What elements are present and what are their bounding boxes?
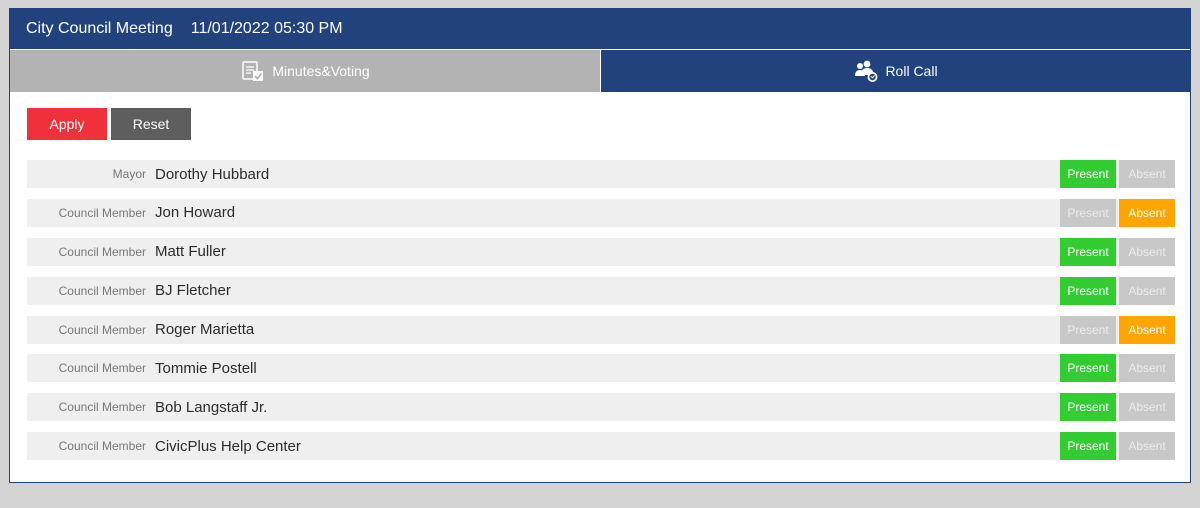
member-name: Bob Langstaff Jr. bbox=[155, 398, 268, 416]
tab-roll-label: Roll Call bbox=[885, 63, 938, 79]
member-row: Council Member Bob Langstaff Jr. Present… bbox=[27, 393, 1175, 422]
present-button[interactable]: Present bbox=[1060, 160, 1116, 188]
meeting-title: City Council Meeting bbox=[26, 20, 173, 37]
member-role: Council Member bbox=[58, 361, 146, 376]
absent-button[interactable]: Absent bbox=[1119, 315, 1175, 344]
tab-minutes-voting[interactable]: Minutes&Voting bbox=[10, 50, 601, 92]
attendance-toggle: Present Absent bbox=[1060, 198, 1175, 227]
member-role: Council Member bbox=[58, 283, 146, 298]
member-role: Council Member bbox=[58, 400, 146, 415]
member-name: Dorothy Hubbard bbox=[155, 165, 270, 183]
attendance-toggle: Present Absent bbox=[1060, 315, 1175, 344]
roll-call-list: Mayor Dorothy Hubbard Present Absent Cou… bbox=[27, 160, 1175, 471]
meeting-panel: City Council Meeting 11/01/2022 05:30 PM… bbox=[9, 8, 1191, 483]
member-name: Tommie Postell bbox=[155, 359, 257, 377]
present-button[interactable]: Present bbox=[1060, 393, 1116, 422]
member-row: Council Member Roger Marietta Present Ab… bbox=[27, 315, 1175, 344]
present-button[interactable]: Present bbox=[1060, 354, 1116, 383]
present-button[interactable]: Present bbox=[1060, 237, 1116, 266]
apply-button[interactable]: Apply bbox=[27, 108, 107, 140]
title-bar: City Council Meeting 11/01/2022 05:30 PM bbox=[10, 9, 1190, 49]
attendance-toggle: Present Absent bbox=[1060, 432, 1175, 461]
member-role: Council Member bbox=[58, 244, 146, 259]
attendance-toggle: Present Absent bbox=[1060, 393, 1175, 422]
member-row: Council Member Jon Howard Present Absent bbox=[27, 198, 1175, 227]
tab-bar: Minutes&Voting Roll Call bbox=[10, 49, 1190, 92]
people-icon bbox=[853, 59, 879, 83]
member-role: Council Member bbox=[58, 439, 146, 454]
member-name: Matt Fuller bbox=[155, 243, 226, 261]
meeting-datetime: 11/01/2022 05:30 PM bbox=[190, 20, 343, 37]
tab-roll-call[interactable]: Roll Call bbox=[601, 50, 1190, 92]
member-row: Mayor Dorothy Hubbard Present Absent bbox=[27, 160, 1175, 188]
present-button[interactable]: Present bbox=[1060, 198, 1116, 227]
action-bar: Apply Reset bbox=[27, 108, 191, 140]
absent-button[interactable]: Absent bbox=[1119, 276, 1175, 305]
member-row: Council Member Matt Fuller Present Absen… bbox=[27, 237, 1175, 266]
attendance-toggle: Present Absent bbox=[1060, 160, 1175, 188]
absent-button[interactable]: Absent bbox=[1119, 354, 1175, 383]
member-row: Council Member CivicPlus Help Center Pre… bbox=[27, 432, 1175, 461]
member-role: Council Member bbox=[58, 322, 146, 337]
present-button[interactable]: Present bbox=[1060, 276, 1116, 305]
member-role: Council Member bbox=[58, 205, 146, 220]
present-button[interactable]: Present bbox=[1060, 315, 1116, 344]
absent-button[interactable]: Absent bbox=[1119, 237, 1175, 266]
absent-button[interactable]: Absent bbox=[1119, 393, 1175, 422]
absent-button[interactable]: Absent bbox=[1119, 432, 1175, 461]
member-row: Council Member Tommie Postell Present Ab… bbox=[27, 354, 1175, 383]
attendance-toggle: Present Absent bbox=[1060, 354, 1175, 383]
absent-button[interactable]: Absent bbox=[1119, 160, 1175, 188]
member-row: Council Member BJ Fletcher Present Absen… bbox=[27, 276, 1175, 305]
checklist-icon bbox=[240, 59, 266, 83]
attendance-toggle: Present Absent bbox=[1060, 237, 1175, 266]
member-role: Mayor bbox=[112, 167, 146, 181]
absent-button[interactable]: Absent bbox=[1119, 198, 1175, 227]
reset-button[interactable]: Reset bbox=[111, 108, 191, 140]
member-name: BJ Fletcher bbox=[155, 282, 231, 300]
present-button[interactable]: Present bbox=[1060, 432, 1116, 461]
member-name: Jon Howard bbox=[155, 204, 236, 222]
member-name: Roger Marietta bbox=[155, 321, 255, 339]
tab-minutes-label: Minutes&Voting bbox=[272, 63, 370, 79]
member-name: CivicPlus Help Center bbox=[155, 437, 301, 455]
attendance-toggle: Present Absent bbox=[1060, 276, 1175, 305]
